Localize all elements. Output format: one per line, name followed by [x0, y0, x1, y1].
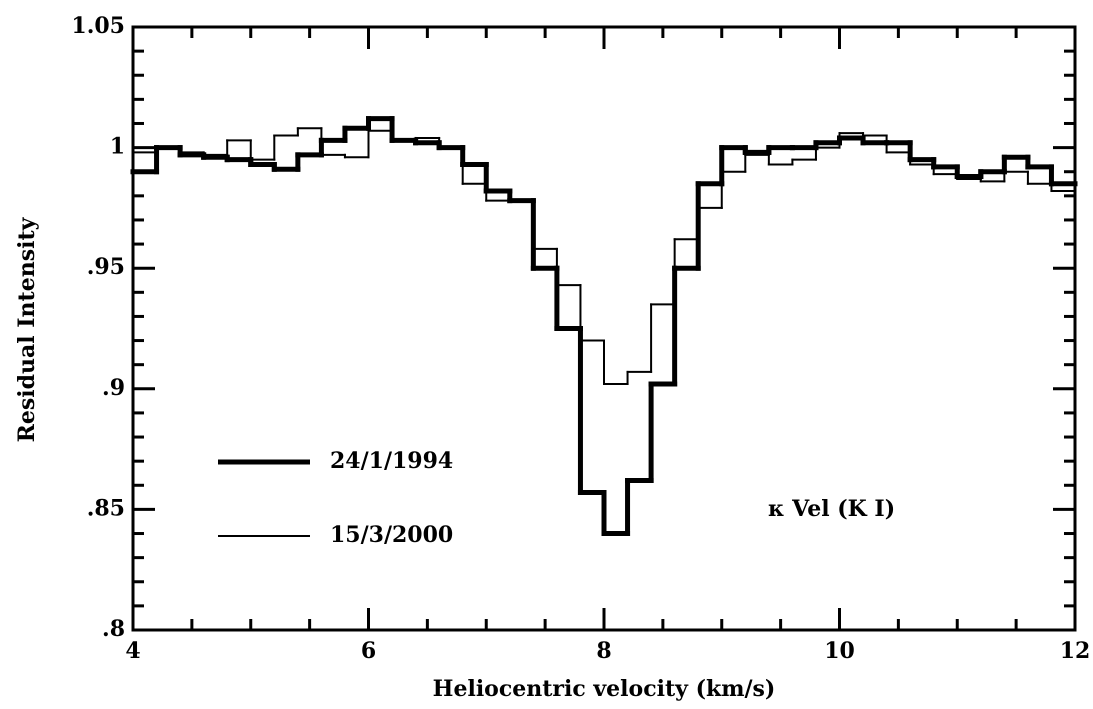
y-tick-label: 1: [110, 134, 125, 160]
y-tick-label: .8: [102, 616, 125, 642]
x-tick-label: 8: [596, 638, 611, 664]
legend-label: 24/1/1994: [330, 448, 453, 474]
plot-frame: [131, 25, 1077, 632]
legend-label: 15/3/2000: [330, 522, 453, 548]
y-tick-label: .9: [102, 375, 125, 401]
x-tick-label: 10: [824, 638, 855, 664]
x-axis-label: Heliocentric velocity (km/s): [433, 676, 776, 702]
y-tick-label: 1.05: [71, 13, 125, 39]
x-tick-label: 12: [1060, 638, 1091, 664]
x-tick-label: 4: [125, 638, 140, 664]
y-tick-label: .85: [87, 495, 125, 521]
y-tick-label: .95: [87, 254, 125, 280]
x-tick-label: 6: [361, 638, 376, 664]
annotation: κ Vel (K I): [768, 496, 895, 522]
y-axis-label: Residual Intensity: [14, 216, 40, 442]
